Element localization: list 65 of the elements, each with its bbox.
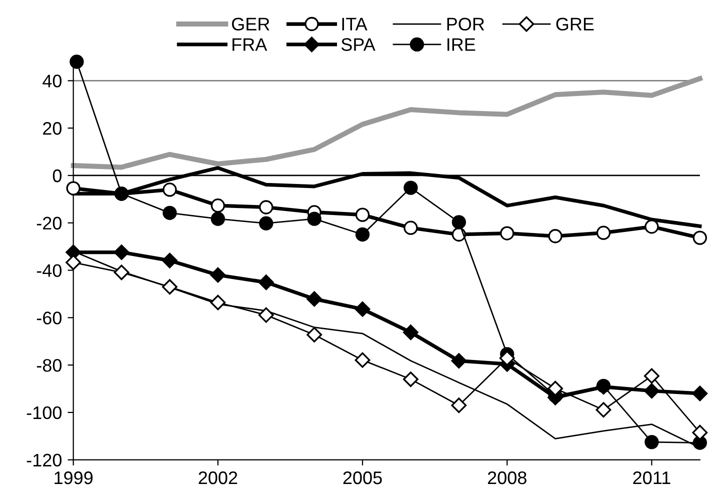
y-tick-label: 20 bbox=[43, 122, 62, 135]
y-tick-label: -20 bbox=[36, 216, 62, 230]
point bbox=[66, 254, 82, 270]
point bbox=[306, 291, 322, 307]
point bbox=[162, 182, 177, 197]
point bbox=[258, 274, 274, 290]
point bbox=[210, 212, 226, 226]
point bbox=[596, 226, 611, 240]
point bbox=[210, 267, 226, 283]
point bbox=[644, 220, 659, 234]
x-tick-label: 2011 bbox=[633, 471, 670, 484]
point bbox=[259, 200, 274, 214]
y-tick-label: -100 bbox=[26, 406, 62, 420]
point bbox=[307, 212, 322, 226]
point bbox=[644, 368, 660, 384]
x-tick-label: 2002 bbox=[198, 471, 238, 484]
legend-label: ITA bbox=[342, 18, 368, 30]
legend-label: SPA bbox=[341, 38, 376, 51]
point bbox=[548, 229, 562, 244]
point bbox=[692, 386, 708, 402]
point bbox=[692, 230, 707, 245]
point bbox=[596, 402, 612, 418]
point bbox=[548, 380, 564, 396]
point bbox=[692, 424, 708, 440]
point bbox=[70, 54, 84, 69]
x-tick-label: 2005 bbox=[343, 471, 382, 484]
point bbox=[114, 264, 130, 280]
y-tick-label: -60 bbox=[36, 312, 62, 324]
legend-label: GRE bbox=[556, 18, 594, 31]
point bbox=[403, 372, 418, 387]
point bbox=[162, 279, 178, 295]
point bbox=[404, 220, 418, 235]
point bbox=[210, 294, 226, 310]
x-tick-label: 2008 bbox=[488, 471, 526, 484]
point bbox=[644, 383, 660, 399]
point bbox=[162, 206, 177, 220]
y-tick-label: -40 bbox=[36, 264, 62, 277]
legend-label: GER bbox=[232, 18, 270, 31]
point bbox=[355, 227, 370, 242]
y-tick-label: -120 bbox=[26, 454, 62, 467]
y-tick-label: 40 bbox=[42, 74, 62, 88]
point bbox=[210, 198, 226, 213]
x-tick-label: 1999 bbox=[54, 471, 93, 484]
legend-label: POR bbox=[447, 18, 484, 31]
point bbox=[451, 398, 467, 414]
point bbox=[66, 181, 80, 196]
point bbox=[644, 434, 659, 450]
point bbox=[354, 352, 370, 368]
point bbox=[596, 378, 611, 393]
point bbox=[354, 301, 370, 317]
legend-label: FRA bbox=[232, 38, 268, 51]
legend-label: IRE bbox=[448, 38, 476, 51]
point bbox=[451, 353, 467, 368]
point bbox=[500, 226, 514, 240]
point bbox=[258, 307, 274, 323]
point bbox=[403, 324, 418, 340]
y-tick-label: -80 bbox=[36, 358, 62, 372]
point bbox=[114, 244, 130, 260]
point bbox=[259, 216, 274, 230]
point bbox=[404, 180, 418, 195]
point bbox=[355, 208, 370, 222]
point bbox=[452, 215, 466, 230]
point bbox=[306, 327, 322, 342]
y-tick-label: 0 bbox=[52, 169, 62, 182]
point bbox=[162, 252, 178, 268]
